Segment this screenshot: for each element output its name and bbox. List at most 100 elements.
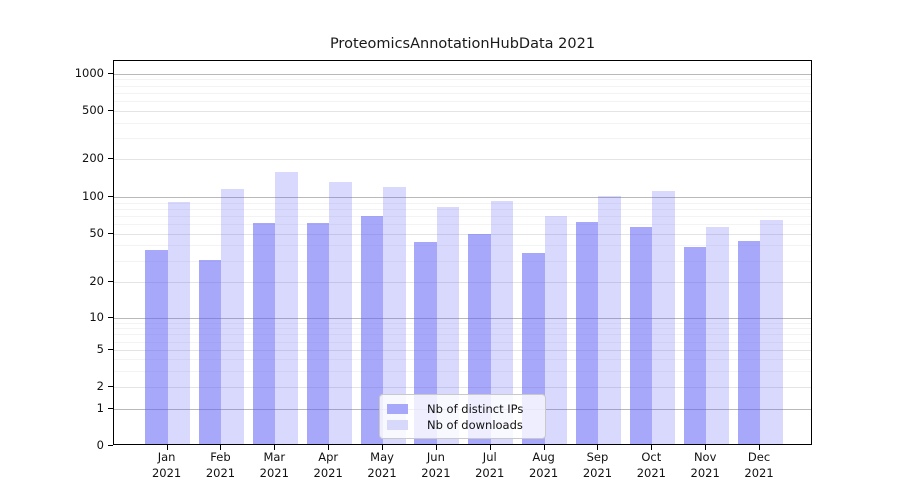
x-tick-month: Aug xyxy=(532,450,555,464)
y-tick-mark xyxy=(108,281,113,282)
bar-downloads-jun xyxy=(436,206,460,444)
x-tick-month: Dec xyxy=(747,450,771,464)
x-tick-month: Jan xyxy=(157,450,176,464)
y-tick-mark xyxy=(108,386,113,387)
minor-gridline xyxy=(114,245,811,247)
x-tick-mark xyxy=(543,445,545,450)
y-tick-label: 500 xyxy=(82,103,104,117)
x-tick-year: 2021 xyxy=(636,466,666,480)
x-tick-year: 2021 xyxy=(582,466,613,480)
x-tick-mark xyxy=(274,445,276,450)
bar-ips-may xyxy=(360,216,384,444)
x-tick-label: Jul 2021 xyxy=(458,449,522,481)
y-tick-label: 10 xyxy=(89,309,104,324)
x-tick-month: Jul xyxy=(482,450,497,464)
bar-downloads-oct xyxy=(652,190,675,444)
y-tick-mark xyxy=(108,408,113,410)
minor-gridline xyxy=(114,322,811,324)
y-tick-mark xyxy=(108,72,113,74)
major-gridline xyxy=(114,350,811,352)
major-gridline xyxy=(114,387,811,388)
y-tick-label: 0 xyxy=(96,438,104,452)
x-tick-year: 2021 xyxy=(259,466,289,480)
y-tick-mark xyxy=(108,158,113,160)
x-tick-year: 2021 xyxy=(205,466,236,480)
minor-gridline xyxy=(114,208,811,210)
x-tick-month: Jun xyxy=(426,450,445,464)
x-tick-year: 2021 xyxy=(151,466,182,480)
y-tick-label: 1 xyxy=(96,401,104,416)
major-gridline xyxy=(114,282,811,283)
legend-label-downloads: Nb of downloads xyxy=(427,417,523,432)
x-tick-year: 2021 xyxy=(367,466,397,480)
x-tick-label: Feb 2021 xyxy=(188,449,252,481)
major-gridline xyxy=(114,73,811,75)
y-tick-label: 5 xyxy=(96,342,104,357)
x-tick-month: Sep xyxy=(586,450,609,464)
x-tick-mark xyxy=(382,445,384,450)
bar-downloads-feb xyxy=(221,188,244,444)
bar-ips-nov xyxy=(683,247,707,444)
x-tick-month: Nov xyxy=(693,450,717,464)
major-gridline xyxy=(114,159,811,161)
bar-ips-apr xyxy=(306,223,330,444)
y-tick-label: 20 xyxy=(89,274,104,288)
bar-ips-oct xyxy=(629,226,653,444)
bar-ips-feb xyxy=(198,259,222,444)
bar-downloads-aug xyxy=(544,216,568,444)
y-tick-mark xyxy=(108,445,113,446)
x-tick-mark xyxy=(435,445,437,450)
bar-ips-dec xyxy=(737,240,761,444)
bar-downloads-nov xyxy=(706,226,729,444)
minor-gridline xyxy=(114,137,811,139)
minor-gridline xyxy=(114,334,811,336)
y-tick-mark xyxy=(108,349,113,351)
x-tick-label: May 2021 xyxy=(350,449,414,481)
y-tick-label: 2 xyxy=(96,379,104,393)
minor-gridline xyxy=(114,328,811,330)
minor-gridline xyxy=(114,370,811,372)
x-tick-label: Dec 2021 xyxy=(727,449,791,481)
x-tick-month: May xyxy=(370,450,394,464)
x-tick-year: 2021 xyxy=(744,466,774,480)
x-tick-year: 2021 xyxy=(421,466,451,480)
major-gridline xyxy=(114,197,811,198)
y-tick-mark xyxy=(108,196,113,197)
x-tick-label: Sep 2021 xyxy=(565,449,629,481)
legend: Nb of distinct IPs Nb of downloads xyxy=(379,394,546,439)
x-tick-year: 2021 xyxy=(690,466,720,480)
bar-ips-jul xyxy=(468,233,491,444)
x-tick-mark xyxy=(328,445,330,450)
y-tick-label: 200 xyxy=(82,151,104,166)
minor-gridline xyxy=(114,359,811,361)
y-tick-label: 100 xyxy=(82,189,104,203)
x-tick-year: 2021 xyxy=(475,466,505,480)
x-tick-month: Feb xyxy=(210,450,231,464)
x-tick-mark xyxy=(651,445,653,450)
minor-gridline xyxy=(114,260,811,262)
bar-ips-sep xyxy=(575,222,599,444)
major-gridline xyxy=(114,317,811,319)
x-tick-mark xyxy=(220,445,222,450)
bar-ips-jan xyxy=(145,250,168,444)
minor-gridline xyxy=(114,101,811,103)
minor-gridline xyxy=(114,215,811,217)
bar-ips-jun xyxy=(414,241,437,444)
x-tick-label: Nov 2021 xyxy=(673,449,737,481)
x-tick-month: Oct xyxy=(641,450,662,464)
x-tick-label: Jan 2021 xyxy=(135,449,199,481)
legend-item-distinct-ips: Nb of distinct IPs xyxy=(387,401,538,416)
x-tick-label: Apr 2021 xyxy=(296,449,360,481)
x-tick-month: Apr xyxy=(318,450,339,464)
minor-gridline xyxy=(114,92,811,94)
minor-gridline xyxy=(114,224,811,226)
bar-downloads-mar xyxy=(275,171,298,444)
legend-item-downloads: Nb of downloads xyxy=(387,417,538,432)
y-tick-label: 50 xyxy=(89,225,104,240)
x-tick-mark xyxy=(166,445,168,450)
plot-area: Nb of distinct IPs Nb of downloads xyxy=(113,60,812,445)
bar-downloads-dec xyxy=(760,220,783,444)
legend-label-distinct-ips: Nb of distinct IPs xyxy=(427,401,524,416)
major-gridline xyxy=(114,111,811,112)
